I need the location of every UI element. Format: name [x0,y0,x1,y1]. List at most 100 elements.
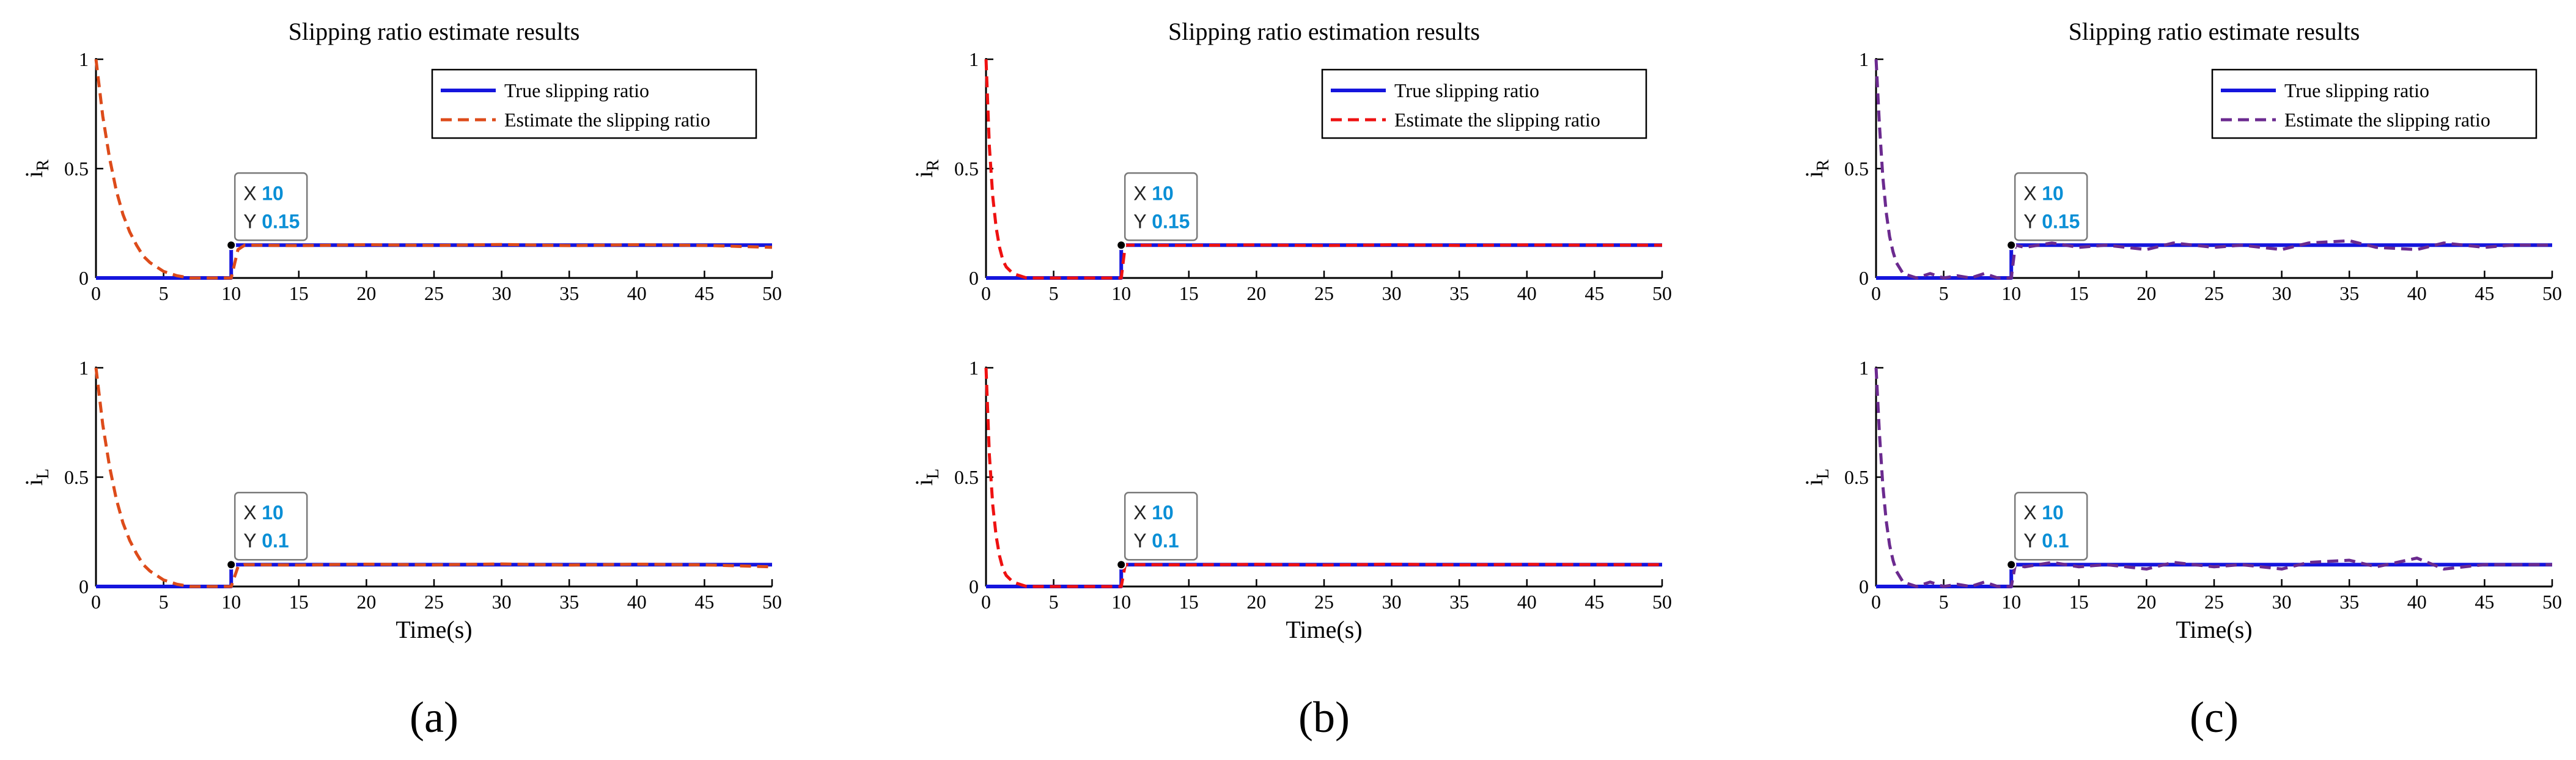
x-tick-label: 20 [356,591,376,613]
y-axis-label: iL [910,469,943,486]
datatip-x-label: X [1133,182,1146,204]
x-tick-label: 20 [1246,282,1266,304]
y-axis-label: iR [20,159,53,178]
x-tick-label: 50 [1652,591,1672,613]
y-axis-label-main: i [20,479,48,486]
datatip: X 10 Y 0.1 [1124,491,1198,561]
datatip-marker [1116,240,1127,250]
chart-title: Slipping ratio estimate results [2069,18,2360,45]
datatip-x-value: 10 [1152,502,1174,524]
x-tick-label: 5 [159,591,169,613]
datatip-y-label: Y [2023,530,2036,552]
x-tick-label: 50 [762,591,782,613]
x-tick-label: 50 [2542,282,2562,304]
x-tick-label: 5 [1049,591,1059,613]
x-tick-label: 30 [1382,591,1402,613]
panel-right-wheel: 0 5 10 15 20 25 30 35 40 45 50 0 0.5 1 iR X 10 Y 0.15 True … [910,48,1672,304]
y-tick-label: 0 [1859,267,1869,289]
x-tick-label: 40 [627,282,647,304]
x-tick-label: 0 [1871,591,1881,613]
datatip-x-label: X [2023,182,2036,204]
y-tick-label: 1 [1859,357,1869,379]
datatip-y-label: Y [1133,530,1146,552]
datatip-y-value: 0.1 [2042,530,2069,552]
y-axis-label-subscript: L [1814,469,1833,479]
datatip-x-label: X [1133,502,1146,524]
legend-entry-true: True slipping ratio [504,79,649,101]
datatip-y-label: Y [243,210,256,232]
x-tick-label: 35 [559,282,579,304]
datatip: X 10 Y 0.15 [234,172,308,241]
y-tick-label: 0.5 [954,158,979,180]
y-axis-label-subscript: L [34,469,53,479]
estimate-series-line [984,59,1662,280]
legend: True slipping ratio Estimate the slipping… [431,68,757,139]
y-axis-label-subscript: L [924,469,943,479]
legend-entry-estimate: Estimate the slipping ratio [2284,109,2490,131]
datatip-box [2014,491,2088,561]
datatip: X 10 Y 0.15 [2014,172,2088,241]
x-tick-label: 30 [2272,591,2292,613]
x-tick-label: 5 [1049,282,1059,304]
y-tick-label: 0 [969,575,979,597]
x-tick-label: 40 [2407,282,2427,304]
x-tick-label: 10 [2001,282,2021,304]
x-tick-label: 0 [91,591,101,613]
x-tick-label: 40 [627,591,647,613]
x-tick-label: 30 [492,591,512,613]
x-axis-label: Time(s) [1286,616,1362,643]
y-axis-label: iR [1800,159,1833,178]
x-tick-label: 30 [2272,282,2292,304]
y-axis-label-main: i [910,171,938,178]
x-tick-label: 25 [1314,282,1334,304]
datatip-marker [2006,240,2017,250]
datatip-x-label: X [243,502,256,524]
x-tick-label: 35 [559,591,579,613]
y-tick-label: 1 [969,357,979,379]
y-tick-label: 0 [969,267,979,289]
datatip-x-value: 10 [1152,182,1174,204]
x-tick-label: 5 [1939,591,1949,613]
datatip-x-value: 10 [2042,502,2064,524]
x-tick-label: 10 [221,282,241,304]
legend: True slipping ratio Estimate the slipping… [2211,68,2537,139]
y-axis-label-subscript: R [1814,159,1833,171]
datatip-x-value: 10 [262,182,284,204]
x-tick-label: 45 [2475,591,2494,613]
legend-box [2211,68,2537,139]
x-tick-label: 15 [2069,591,2089,613]
subfigure-label: (a) [410,693,458,742]
y-axis-label-main: i [910,479,938,486]
panel-left-wheel: 0 5 10 15 20 25 30 35 40 45 50 0 0.5 1 iL X 10 Y 0.1 [20,357,782,613]
x-tick-label: 15 [289,282,309,304]
y-axis-label: iL [20,469,53,486]
x-tick-label: 10 [1111,591,1131,613]
x-tick-label: 20 [1246,591,1266,613]
y-tick-label: 0 [79,267,89,289]
x-tick-label: 20 [2136,282,2156,304]
datatip: X 10 Y 0.1 [2014,491,2088,561]
legend: True slipping ratio Estimate the slipping… [1321,68,1647,139]
datatip-marker [226,240,237,250]
datatip-y-label: Y [2023,210,2036,232]
datatip-marker [2006,560,2017,570]
x-tick-label: 25 [424,591,444,613]
y-tick-label: 0.5 [954,466,979,488]
x-tick-label: 0 [91,282,101,304]
datatip: X 10 Y 0.1 [234,491,308,561]
datatip-y-value: 0.15 [262,210,300,232]
x-tick-label: 35 [1449,282,1469,304]
x-tick-label: 15 [1179,282,1199,304]
panel-left-wheel: 0 5 10 15 20 25 30 35 40 45 50 0 0.5 1 iL X 10 Y 0.1 [910,357,1672,613]
y-axis-label-main: i [1800,171,1828,178]
x-tick-label: 15 [289,591,309,613]
x-tick-label: 25 [1314,591,1334,613]
x-tick-label: 25 [424,282,444,304]
y-tick-label: 0 [79,575,89,597]
x-tick-label: 45 [694,591,714,613]
x-tick-label: 50 [2542,591,2562,613]
x-tick-label: 5 [159,282,169,304]
x-tick-label: 10 [221,591,241,613]
